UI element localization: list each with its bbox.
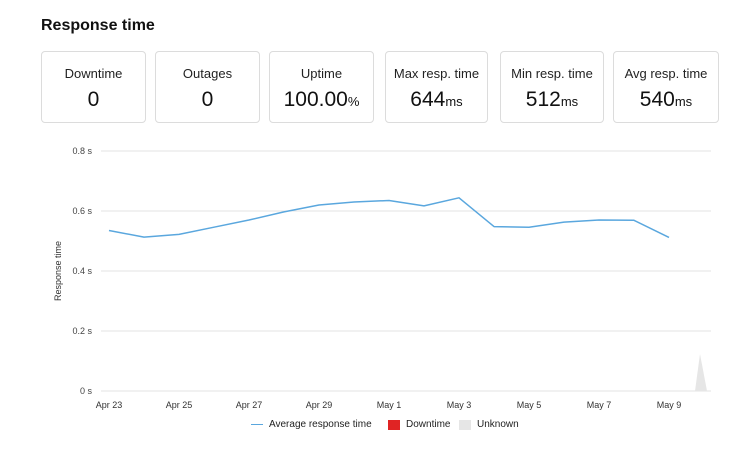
x-tick-label: May 1 xyxy=(377,400,402,410)
page-title: Response time xyxy=(41,17,155,34)
x-tick-label: Apr 23 xyxy=(96,400,123,410)
y-tick-label: 0 s xyxy=(80,386,93,396)
stat-label: Min resp. time xyxy=(511,66,593,81)
legend-line-swatch xyxy=(251,424,263,425)
stat-value: 0 xyxy=(201,88,214,111)
stat-value: 100.00% xyxy=(283,88,360,111)
x-tick-label: May 5 xyxy=(517,400,542,410)
series-line-average-response-time xyxy=(108,197,670,239)
y-tick-label: 0.2 s xyxy=(72,326,92,336)
legend-label: Downtime xyxy=(406,419,451,430)
stat-card-uptime: Uptime 100.00% xyxy=(269,51,374,123)
stat-card-max-resp: Max resp. time 644ms xyxy=(385,51,488,123)
stat-label: Downtime xyxy=(64,66,123,81)
x-tick-label: Apr 29 xyxy=(306,400,333,410)
y-tick-label: 0.6 s xyxy=(72,206,92,216)
legend-unknown-swatch xyxy=(459,419,471,430)
y-tick-label: 0.8 s xyxy=(72,146,92,156)
y-axis-label: Response time xyxy=(53,241,63,301)
legend-item-average[interactable]: Average response time xyxy=(251,419,372,430)
x-tick-label: May 7 xyxy=(587,400,612,410)
legend-downtime-swatch xyxy=(388,419,400,430)
unknown-period-marker xyxy=(695,354,707,391)
stat-value: 0 xyxy=(87,88,100,111)
x-tick-label: Apr 25 xyxy=(166,400,193,410)
stat-label: Outages xyxy=(182,66,233,81)
stat-label: Avg resp. time xyxy=(624,66,708,81)
stat-card-outages: Outages 0 xyxy=(155,51,260,123)
stat-card-avg-resp: Avg resp. time 540ms xyxy=(613,51,719,123)
stat-label: Max resp. time xyxy=(393,66,480,81)
x-tick-label: May 9 xyxy=(657,400,682,410)
stat-label: Uptime xyxy=(300,66,343,81)
legend-label: Unknown xyxy=(477,419,519,430)
stat-card-min-resp: Min resp. time 512ms xyxy=(500,51,604,123)
response-time-chart: 0 s 0.2 s 0.4 s 0.6 s 0.8 s Response time Apr … xyxy=(53,146,711,410)
legend-label: Average response time xyxy=(269,419,372,430)
stat-value: 644ms xyxy=(410,88,463,111)
legend-item-downtime[interactable]: Downtime xyxy=(388,419,450,430)
y-tick-label: 0.4 s xyxy=(72,266,92,276)
x-tick-label: Apr 27 xyxy=(236,400,263,410)
stat-value: 512ms xyxy=(525,88,579,111)
x-tick-label: May 3 xyxy=(447,400,472,410)
stat-card-downtime: Downtime 0 xyxy=(41,51,146,123)
legend-item-unknown[interactable]: Unknown xyxy=(459,419,519,430)
stat-value: 540ms xyxy=(639,88,693,111)
